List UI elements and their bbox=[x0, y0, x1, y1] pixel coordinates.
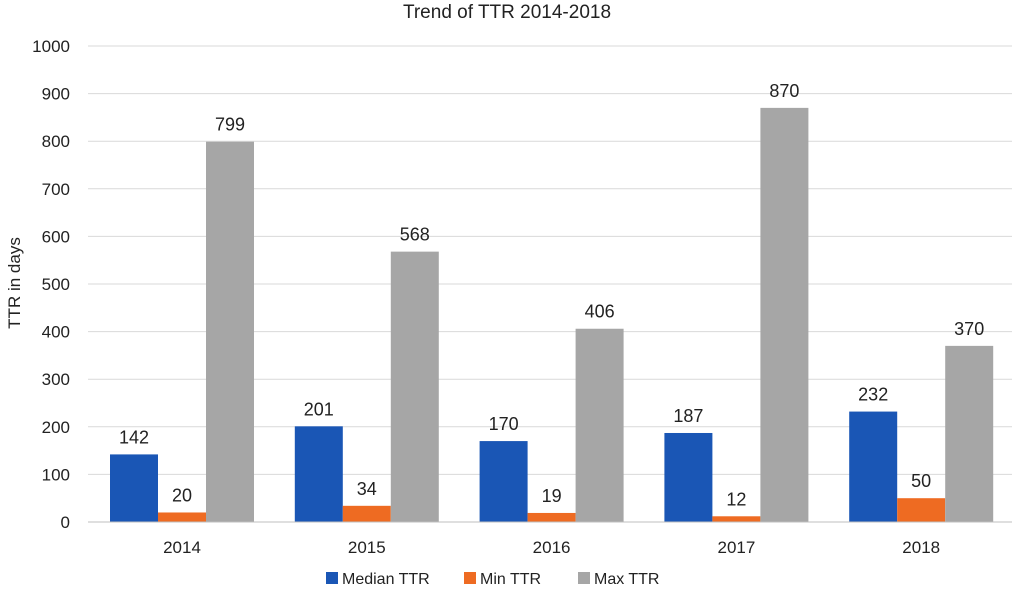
legend-label: Median TTR bbox=[342, 571, 430, 588]
bar bbox=[849, 411, 898, 522]
y-tick-label: 600 bbox=[42, 227, 70, 246]
y-tick-label: 700 bbox=[42, 180, 70, 199]
data-label: 20 bbox=[172, 485, 192, 505]
x-tick-label: 2015 bbox=[348, 538, 386, 557]
data-label: 799 bbox=[215, 115, 245, 135]
y-tick-label: 400 bbox=[42, 323, 70, 342]
data-label: 50 bbox=[911, 471, 931, 491]
data-labels: 142 20 799 201 34 568 170 19 406 187 12 870 232 50 370 bbox=[119, 81, 984, 509]
bar bbox=[390, 251, 439, 522]
bar bbox=[527, 512, 576, 522]
legend-label: Min TTR bbox=[480, 571, 541, 588]
bar bbox=[158, 512, 206, 522]
legend: Median TTR Min TTR Max TTR bbox=[326, 571, 659, 588]
bars bbox=[110, 107, 994, 522]
y-tick-label: 900 bbox=[42, 85, 70, 104]
x-tick-label: 2014 bbox=[163, 538, 201, 557]
legend-swatch bbox=[464, 572, 476, 584]
legend-swatch bbox=[578, 572, 590, 584]
bar bbox=[479, 441, 528, 522]
data-label: 870 bbox=[769, 81, 799, 101]
bar bbox=[897, 498, 946, 522]
data-label: 201 bbox=[304, 399, 334, 419]
bar bbox=[110, 454, 158, 522]
data-label: 568 bbox=[400, 225, 430, 245]
y-tick-label: 0 bbox=[61, 513, 70, 532]
data-label: 187 bbox=[673, 406, 703, 426]
bar bbox=[206, 141, 254, 522]
y-axis-label: TTR in days bbox=[5, 237, 24, 329]
bar bbox=[760, 107, 809, 522]
x-tick-label: 2017 bbox=[717, 538, 755, 557]
y-tick-label: 1000 bbox=[32, 37, 70, 56]
data-label: 12 bbox=[726, 489, 746, 509]
data-label: 370 bbox=[954, 319, 984, 339]
bar bbox=[342, 505, 391, 522]
data-label: 142 bbox=[119, 427, 149, 447]
bar bbox=[712, 516, 761, 522]
legend-swatch bbox=[326, 572, 338, 584]
bar bbox=[294, 426, 343, 522]
legend-label: Max TTR bbox=[594, 571, 659, 588]
data-label: 170 bbox=[489, 414, 519, 434]
x-tick-label: 2018 bbox=[902, 538, 940, 557]
bar bbox=[575, 328, 624, 522]
y-tick-label: 500 bbox=[42, 275, 70, 294]
chart-title: Trend of TTR 2014-2018 bbox=[403, 2, 611, 23]
data-label: 232 bbox=[858, 385, 888, 405]
data-label: 19 bbox=[542, 486, 562, 506]
data-label: 406 bbox=[585, 302, 615, 322]
y-tick-label: 200 bbox=[42, 418, 70, 437]
y-tick-label: 300 bbox=[42, 370, 70, 389]
y-tick-label: 800 bbox=[42, 132, 70, 151]
x-tick-label: 2016 bbox=[533, 538, 571, 557]
bar bbox=[664, 432, 713, 522]
bar bbox=[945, 345, 994, 522]
data-label: 34 bbox=[357, 479, 377, 499]
y-tick-label: 100 bbox=[42, 465, 70, 484]
